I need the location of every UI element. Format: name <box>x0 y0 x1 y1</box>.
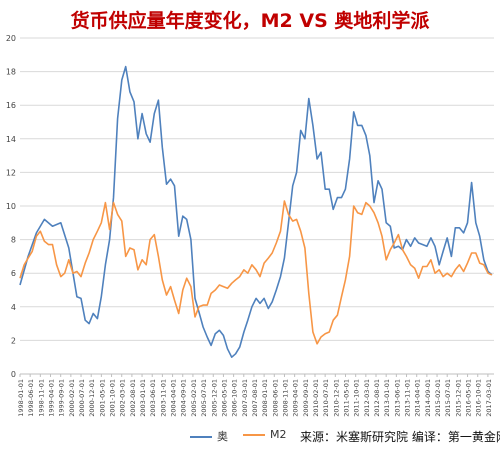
x-tick-label-43: 2015-12-01 <box>454 379 462 417</box>
x-tick-label-7: 2000-12-01 <box>88 379 96 417</box>
x-tick-label-2: 1998-11-01 <box>37 379 45 417</box>
x-tick-label-23: 2007-08-01 <box>251 379 259 417</box>
series-line-m2 <box>19 200 493 345</box>
x-tick-label-36: 2013-01-01 <box>383 379 391 417</box>
x-tick-label-40: 2014-09-01 <box>424 379 432 417</box>
x-tick-label-25: 2008-06-01 <box>271 379 279 417</box>
x-tick-label-4: 1999-09-01 <box>58 379 66 417</box>
x-tick-label-41: 2015-02-01 <box>434 379 442 417</box>
chart-title: 货币供应量年度变化，M2 VS 奥地利学派 <box>70 10 430 32</box>
x-tick-label-12: 2003-01-01 <box>139 379 147 417</box>
x-tick-label-27: 2009-04-01 <box>292 379 300 417</box>
y-tick-label-8: 16 <box>6 101 16 110</box>
legend-swatch-ao <box>190 436 212 438</box>
y-tick-label-5: 10 <box>6 202 16 211</box>
x-tick-label-8: 2001-05-01 <box>98 379 106 417</box>
x-tick-label-10: 2002-03-01 <box>119 379 127 417</box>
x-tick-label-42: 2015-07-01 <box>444 379 452 417</box>
y-tick-label-7: 14 <box>6 135 16 144</box>
y-tick-label-6: 12 <box>6 168 16 177</box>
legend: 奥 M2 <box>0 428 500 446</box>
x-tick-label-11: 2002-08-01 <box>129 379 137 417</box>
y-tick-label-10: 20 <box>6 34 16 43</box>
y-tick-label-4: 8 <box>11 236 16 245</box>
x-tick-label-0: 1998-01-01 <box>17 379 25 417</box>
x-tick-label-1: 1998-06-01 <box>27 379 35 417</box>
x-tick-label-6: 2000-07-01 <box>78 379 86 417</box>
x-tick-label-46: 2017-03-01 <box>485 379 493 417</box>
y-tick-label-2: 4 <box>11 303 16 312</box>
x-tick-label-44: 2016-05-01 <box>465 379 473 417</box>
source-note: 来源：米塞斯研究院 编译：第一黄金网 <box>300 430 500 444</box>
x-tick-label-14: 2003-11-01 <box>159 379 167 417</box>
x-tick-label-5: 2000-02-01 <box>68 379 76 417</box>
x-tick-label-32: 2011-05-01 <box>342 379 350 417</box>
x-tick-label-15: 2004-04-01 <box>170 379 178 417</box>
y-tick-label-0: 0 <box>11 370 16 379</box>
y-tick-label-9: 18 <box>6 68 16 77</box>
x-tick-label-26: 2008-11-01 <box>281 379 289 417</box>
x-tick-label-45: 2016-10-01 <box>475 379 483 417</box>
x-tick-label-38: 2013-11-01 <box>404 379 412 417</box>
x-tick-label-21: 2006-10-01 <box>231 379 239 417</box>
legend-item-ao: 奥 <box>190 428 228 444</box>
legend-label-ao: 奥 <box>217 430 228 443</box>
x-tick-label-39: 2014-04-01 <box>414 379 422 417</box>
x-tick-label-3: 1999-04-01 <box>48 379 56 417</box>
x-tick-label-16: 2004-09-01 <box>180 379 188 417</box>
x-tick-label-20: 2006-05-01 <box>220 379 228 417</box>
x-tick-label-34: 2012-03-01 <box>363 379 371 417</box>
series-line-ao <box>19 65 493 358</box>
x-tick-label-22: 2007-03-01 <box>241 379 249 417</box>
y-tick-label-3: 6 <box>11 269 16 278</box>
x-tick-label-24: 2008-01-01 <box>261 379 269 417</box>
x-tick-label-17: 2005-02-01 <box>190 379 198 417</box>
x-tick-label-29: 2010-02-01 <box>312 379 320 417</box>
x-tick-label-13: 2003-06-01 <box>149 379 157 417</box>
x-tick-label-18: 2005-07-01 <box>200 379 208 417</box>
x-tick-label-9: 2001-10-01 <box>109 379 117 417</box>
x-tick-label-33: 2011-10-01 <box>353 379 361 417</box>
x-tick-label-28: 2009-09-01 <box>302 379 310 417</box>
x-tick-label-31: 2010-12-01 <box>332 379 340 417</box>
legend-item-m2: M2 <box>243 428 287 441</box>
legend-label-m2: M2 <box>270 428 287 441</box>
x-tick-label-37: 2013-06-01 <box>393 379 401 417</box>
y-tick-label-1: 2 <box>11 336 16 345</box>
x-tick-label-30: 2010-07-01 <box>322 379 330 417</box>
x-tick-label-35: 2012-08-01 <box>373 379 381 417</box>
x-tick-label-19: 2005-12-01 <box>210 379 218 417</box>
legend-swatch-m2 <box>243 434 265 436</box>
